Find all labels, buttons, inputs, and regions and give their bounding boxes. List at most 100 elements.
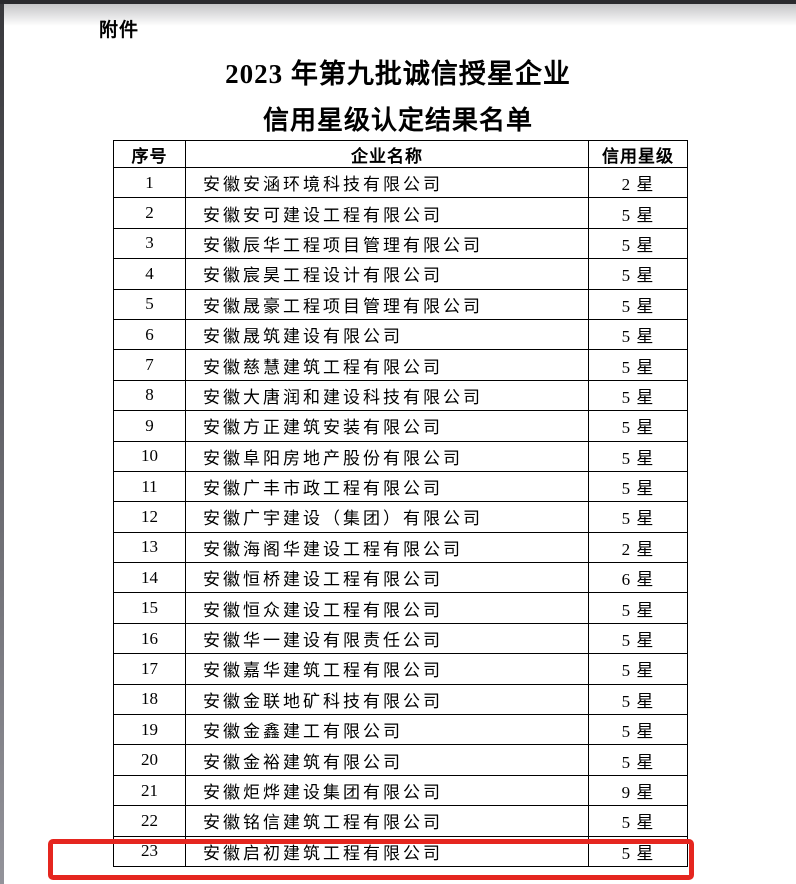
star-rating-cell: 5 星 (588, 410, 688, 442)
table-row: 4 安徽宸昊工程设计有限公司 5 星 (113, 258, 688, 290)
table-row: 23 安徽启初建筑工程有限公司 5 星 (113, 835, 688, 867)
company-name-cell: 安徽华一建设有限责任公司 (185, 622, 589, 655)
star-rating-cell: 5 星 (588, 440, 688, 472)
row-index-cell: 19 (113, 714, 186, 746)
attachment-label: 附件 (99, 20, 140, 41)
company-name-cell: 安徽金裕建筑有限公司 (185, 744, 589, 776)
row-index-cell: 11 (113, 470, 186, 503)
document-title-line1: 2023 年第九批诚信授星企业 (225, 59, 571, 89)
company-name-cell: 安徽恒桥建设工程有限公司 (185, 562, 589, 594)
company-name-cell: 安徽铭信建筑工程有限公司 (185, 805, 589, 837)
page-left-edge (0, 4, 4, 884)
company-name-cell: 安徽炬烨建设集团有限公司 (185, 774, 589, 807)
company-name-cell: 安徽晟豪工程项目管理有限公司 (185, 288, 589, 320)
table-row: 22 安徽铭信建筑工程有限公司 5 星 (113, 805, 688, 837)
star-rating-cell: 2 星 (588, 166, 688, 199)
table-row: 11 安徽广丰市政工程有限公司 5 星 (113, 470, 688, 503)
star-rating-table: 序号 企业名称 信用星级 1 安徽安涵环境科技有限公司 2 星 2 安徽安可建设工程有限… (113, 140, 688, 867)
row-index-cell: 10 (113, 440, 186, 472)
star-rating-cell: 5 星 (588, 744, 688, 776)
company-name-cell: 安徽金联地矿科技有限公司 (185, 683, 589, 716)
company-name-cell: 安徽广丰市政工程有限公司 (185, 470, 589, 503)
row-index-cell: 20 (113, 744, 186, 776)
company-name-cell: 安徽大唐润和建设科技有限公司 (185, 379, 589, 412)
star-rating-cell: 5 星 (588, 622, 688, 655)
row-index-cell: 4 (113, 258, 186, 290)
row-index-cell: 14 (113, 562, 186, 594)
row-index-cell: 22 (113, 805, 186, 837)
star-rating-cell: 5 星 (588, 470, 688, 503)
star-rating-cell: 9 星 (588, 774, 688, 807)
star-rating-cell: 5 星 (588, 379, 688, 412)
row-index-cell: 12 (113, 501, 186, 533)
star-rating-cell: 5 星 (588, 714, 688, 746)
table-row: 3 安徽辰华工程项目管理有限公司 5 星 (113, 227, 688, 260)
table-row: 17 安徽嘉华建筑工程有限公司 5 星 (113, 653, 688, 685)
row-index-cell: 16 (113, 622, 186, 655)
row-index-cell: 7 (113, 349, 186, 381)
table-row: 20 安徽金裕建筑有限公司 5 星 (113, 744, 688, 776)
company-name-cell: 安徽金鑫建工有限公司 (185, 714, 589, 746)
star-rating-cell: 5 星 (588, 653, 688, 685)
table-row: 21 安徽炬烨建设集团有限公司 9 星 (113, 774, 688, 807)
table-row: 18 安徽金联地矿科技有限公司 5 星 (113, 683, 688, 716)
company-name-cell: 安徽辰华工程项目管理有限公司 (185, 227, 589, 260)
column-header-stars: 信用星级 (588, 140, 688, 168)
page-top-shadow (0, 4, 796, 26)
company-name-cell: 安徽晟筑建设有限公司 (185, 318, 589, 351)
table-row: 13 安徽海阁华建设工程有限公司 2 星 (113, 531, 688, 564)
row-index-cell: 17 (113, 653, 186, 685)
table-row: 8 安徽大唐润和建设科技有限公司 5 星 (113, 379, 688, 412)
star-rating-cell: 5 星 (588, 288, 688, 320)
company-name-cell: 安徽阜阳房地产股份有限公司 (185, 440, 589, 472)
table-row: 19 安徽金鑫建工有限公司 5 星 (113, 714, 688, 746)
star-rating-cell: 5 星 (588, 318, 688, 351)
row-index-cell: 21 (113, 774, 186, 807)
row-index-cell: 13 (113, 531, 186, 564)
star-rating-cell: 5 星 (588, 349, 688, 381)
table-row: 1 安徽安涵环境科技有限公司 2 星 (113, 166, 688, 199)
table-row: 12 安徽广宇建设（集团）有限公司 5 星 (113, 501, 688, 533)
company-name-cell: 安徽方正建筑安装有限公司 (185, 410, 589, 442)
star-rating-cell: 5 星 (588, 258, 688, 290)
company-name-cell: 安徽安可建设工程有限公司 (185, 197, 589, 229)
table-row: 15 安徽恒众建设工程有限公司 5 星 (113, 592, 688, 624)
row-index-cell: 9 (113, 410, 186, 442)
star-rating-cell: 5 星 (588, 592, 688, 624)
star-rating-cell: 5 星 (588, 501, 688, 533)
table-body: 1 安徽安涵环境科技有限公司 2 星 2 安徽安可建设工程有限公司 5 星 3 安徽辰华工程项… (113, 166, 688, 867)
document-title-line2: 信用星级认定结果名单 (262, 106, 533, 135)
company-name-cell: 安徽广宇建设（集团）有限公司 (185, 501, 589, 533)
star-rating-cell: 6 星 (588, 562, 688, 594)
company-name-cell: 安徽启初建筑工程有限公司 (185, 835, 589, 867)
row-index-cell: 2 (113, 197, 186, 229)
row-index-cell: 8 (113, 379, 186, 412)
table-row: 6 安徽晟筑建设有限公司 5 星 (113, 318, 688, 351)
table-row: 2 安徽安可建设工程有限公司 5 星 (113, 197, 688, 229)
column-header-index: 序号 (113, 140, 186, 168)
row-index-cell: 6 (113, 318, 186, 351)
company-name-cell: 安徽慈慧建筑工程有限公司 (185, 349, 589, 381)
table-row: 5 安徽晟豪工程项目管理有限公司 5 星 (113, 288, 688, 320)
company-name-cell: 安徽宸昊工程设计有限公司 (185, 258, 589, 290)
star-rating-cell: 5 星 (588, 805, 688, 837)
window-top-edge (0, 0, 796, 4)
star-rating-cell: 5 星 (588, 683, 688, 716)
table-row: 10 安徽阜阳房地产股份有限公司 5 星 (113, 440, 688, 472)
star-rating-cell: 2 星 (588, 531, 688, 564)
star-rating-cell: 5 星 (588, 835, 688, 867)
table-row: 7 安徽慈慧建筑工程有限公司 5 星 (113, 349, 688, 381)
company-name-cell: 安徽嘉华建筑工程有限公司 (185, 653, 589, 685)
row-index-cell: 23 (113, 835, 186, 867)
company-name-cell: 安徽海阁华建设工程有限公司 (185, 531, 589, 564)
row-index-cell: 1 (113, 166, 186, 199)
table-row: 16 安徽华一建设有限责任公司 5 星 (113, 622, 688, 655)
star-rating-cell: 5 星 (588, 227, 688, 260)
column-header-company: 企业名称 (185, 140, 589, 168)
row-index-cell: 3 (113, 227, 186, 260)
company-name-cell: 安徽恒众建设工程有限公司 (185, 592, 589, 624)
company-name-cell: 安徽安涵环境科技有限公司 (185, 166, 589, 199)
row-index-cell: 5 (113, 288, 186, 320)
table-row: 9 安徽方正建筑安装有限公司 5 星 (113, 410, 688, 442)
table-header-row: 序号 企业名称 信用星级 (113, 140, 688, 168)
